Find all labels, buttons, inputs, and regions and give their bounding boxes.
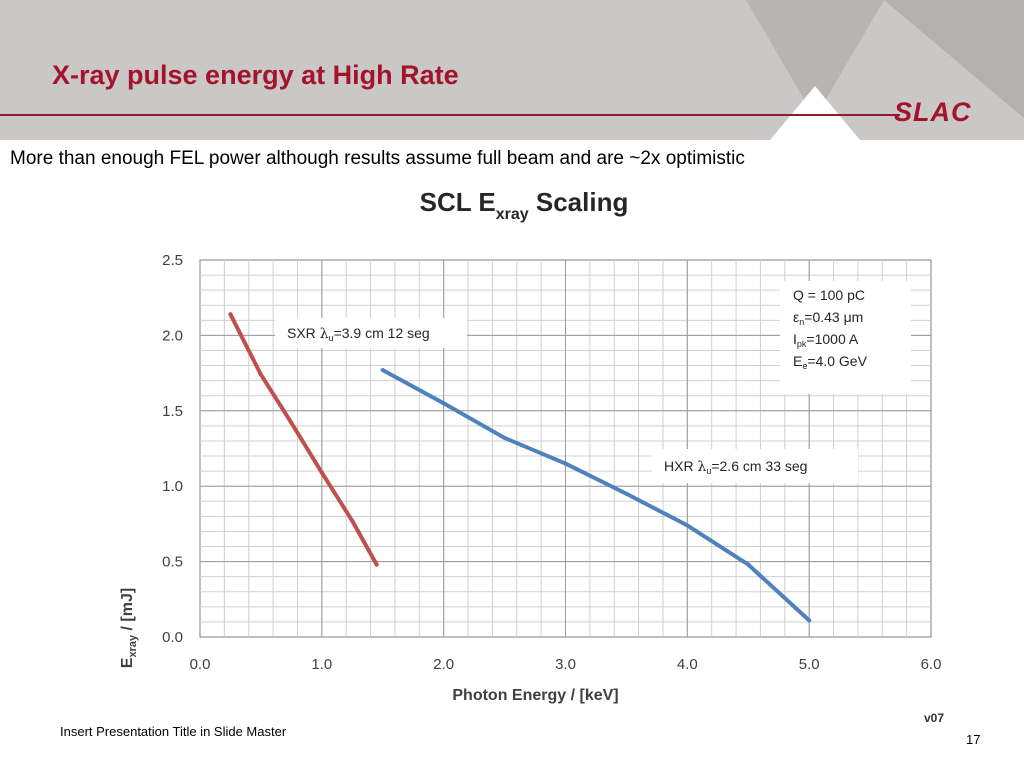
hxr-annotation-label: HXR λu=2.6 cm 33 seg	[664, 458, 807, 476]
params-sub: n	[799, 317, 804, 327]
y-tick-label: 0.0	[162, 629, 183, 646]
slide-subtitle: More than enough FEL power although resu…	[10, 148, 745, 169]
hxr-series-line	[380, 368, 812, 623]
hxr-annotation-value: =2.6 cm 33 seg	[711, 458, 807, 474]
y-axis-label: Exray / [mJ]	[119, 588, 139, 668]
hxr-annotation-box	[652, 449, 858, 483]
y-tick-label: 1.0	[162, 478, 183, 495]
exray-scaling-chart: 0.0 1.0 2.0 3.0 4.0 5.0 6.0 0.0 0.5 1.0 1.5 2.0 2.5 S…	[119, 187, 942, 704]
params-symbol: ε	[793, 309, 799, 325]
y-tick-label: 2.5	[162, 252, 183, 269]
sxr-annotation-box	[275, 318, 467, 348]
y-tick-label: 2.0	[162, 327, 183, 344]
params-text: =4.0 GeV	[807, 353, 867, 369]
y-tick-label: 1.5	[162, 403, 183, 420]
footer-text: Insert Presentation Title in Slide Maste…	[60, 724, 287, 739]
hxr-annotation-lambda: λ	[697, 459, 706, 475]
sxr-annotation-name: SXR	[287, 325, 320, 341]
x-tick-label: 6.0	[921, 656, 942, 673]
header-decoration	[746, 0, 1024, 140]
sxr-data-point	[319, 470, 324, 475]
hxr-data-point	[807, 618, 812, 623]
hxr-data-point	[685, 523, 690, 528]
chart-title-suffix: Scaling	[529, 187, 629, 217]
params-sub: pk	[797, 339, 807, 349]
slac-logo: SLAC	[894, 97, 972, 127]
slide-title: X-ray pulse energy at High Rate	[52, 60, 459, 90]
sxr-data-point	[228, 312, 233, 317]
params-text: = 100 pC	[804, 287, 865, 303]
chart-title-sub: xray	[496, 206, 529, 223]
x-tick-label: 2.0	[433, 656, 454, 673]
x-tick-label: 3.0	[555, 656, 576, 673]
y-axis-label-suffix: / [mJ]	[119, 588, 136, 635]
params-symbol: I	[793, 331, 797, 347]
hxr-data-point	[502, 435, 507, 440]
hxr-data-point	[624, 491, 629, 496]
hxr-annotation-name: HXR	[664, 458, 697, 474]
header-triangle-notch	[770, 86, 860, 140]
hxr-annotation-lambda-sub: u	[706, 466, 711, 476]
chart-title: SCL Exray Scaling	[420, 187, 629, 223]
sxr-data-point	[374, 562, 379, 567]
y-tick-label: 0.5	[162, 554, 183, 571]
x-tick-label: 0.0	[190, 656, 211, 673]
params-line: Q = 100 pC	[793, 287, 865, 303]
params-line: Ipk=1000 A	[793, 331, 859, 349]
params-text: =0.43 μm	[804, 309, 863, 325]
hxr-data-point	[441, 401, 446, 406]
sxr-annotation-value: =3.9 cm 12 seg	[334, 325, 430, 341]
params-line: Ee=4.0 GeV	[793, 353, 868, 371]
y-axis-label-sub: xray	[127, 634, 139, 658]
sxr-annotation-label: SXR λu=3.9 cm 12 seg	[287, 325, 430, 343]
sxr-annotation-lambda: λ	[320, 326, 329, 342]
y-axis-label-main: E	[119, 657, 136, 668]
params-symbol: Q	[793, 287, 804, 303]
x-tick-label: 1.0	[311, 656, 332, 673]
hxr-data-point	[380, 368, 385, 373]
params-sub: e	[802, 361, 807, 371]
params-symbol: E	[793, 353, 802, 369]
sxr-data-point	[289, 420, 294, 425]
sxr-data-point	[350, 518, 355, 523]
page-number: 17	[966, 732, 981, 747]
sxr-data-point	[258, 372, 263, 377]
hxr-data-point	[746, 562, 751, 567]
x-tick-label: 5.0	[799, 656, 820, 673]
chart-title-main: SCL E	[420, 187, 496, 217]
params-text: =1000 A	[806, 331, 858, 347]
sxr-annotation-lambda-sub: u	[329, 333, 334, 343]
params-box	[780, 281, 911, 394]
x-axis-label: Photon Energy / [keV]	[452, 687, 618, 704]
title-rule	[0, 114, 900, 116]
version-label: v07	[924, 711, 945, 725]
header-triangle-right	[884, 0, 1024, 118]
header-triangle-left	[746, 0, 884, 118]
hxr-data-point	[563, 461, 568, 466]
sxr-series-line	[228, 312, 379, 567]
params-line: εn=0.43 μm	[793, 309, 863, 327]
x-tick-label: 4.0	[677, 656, 698, 673]
